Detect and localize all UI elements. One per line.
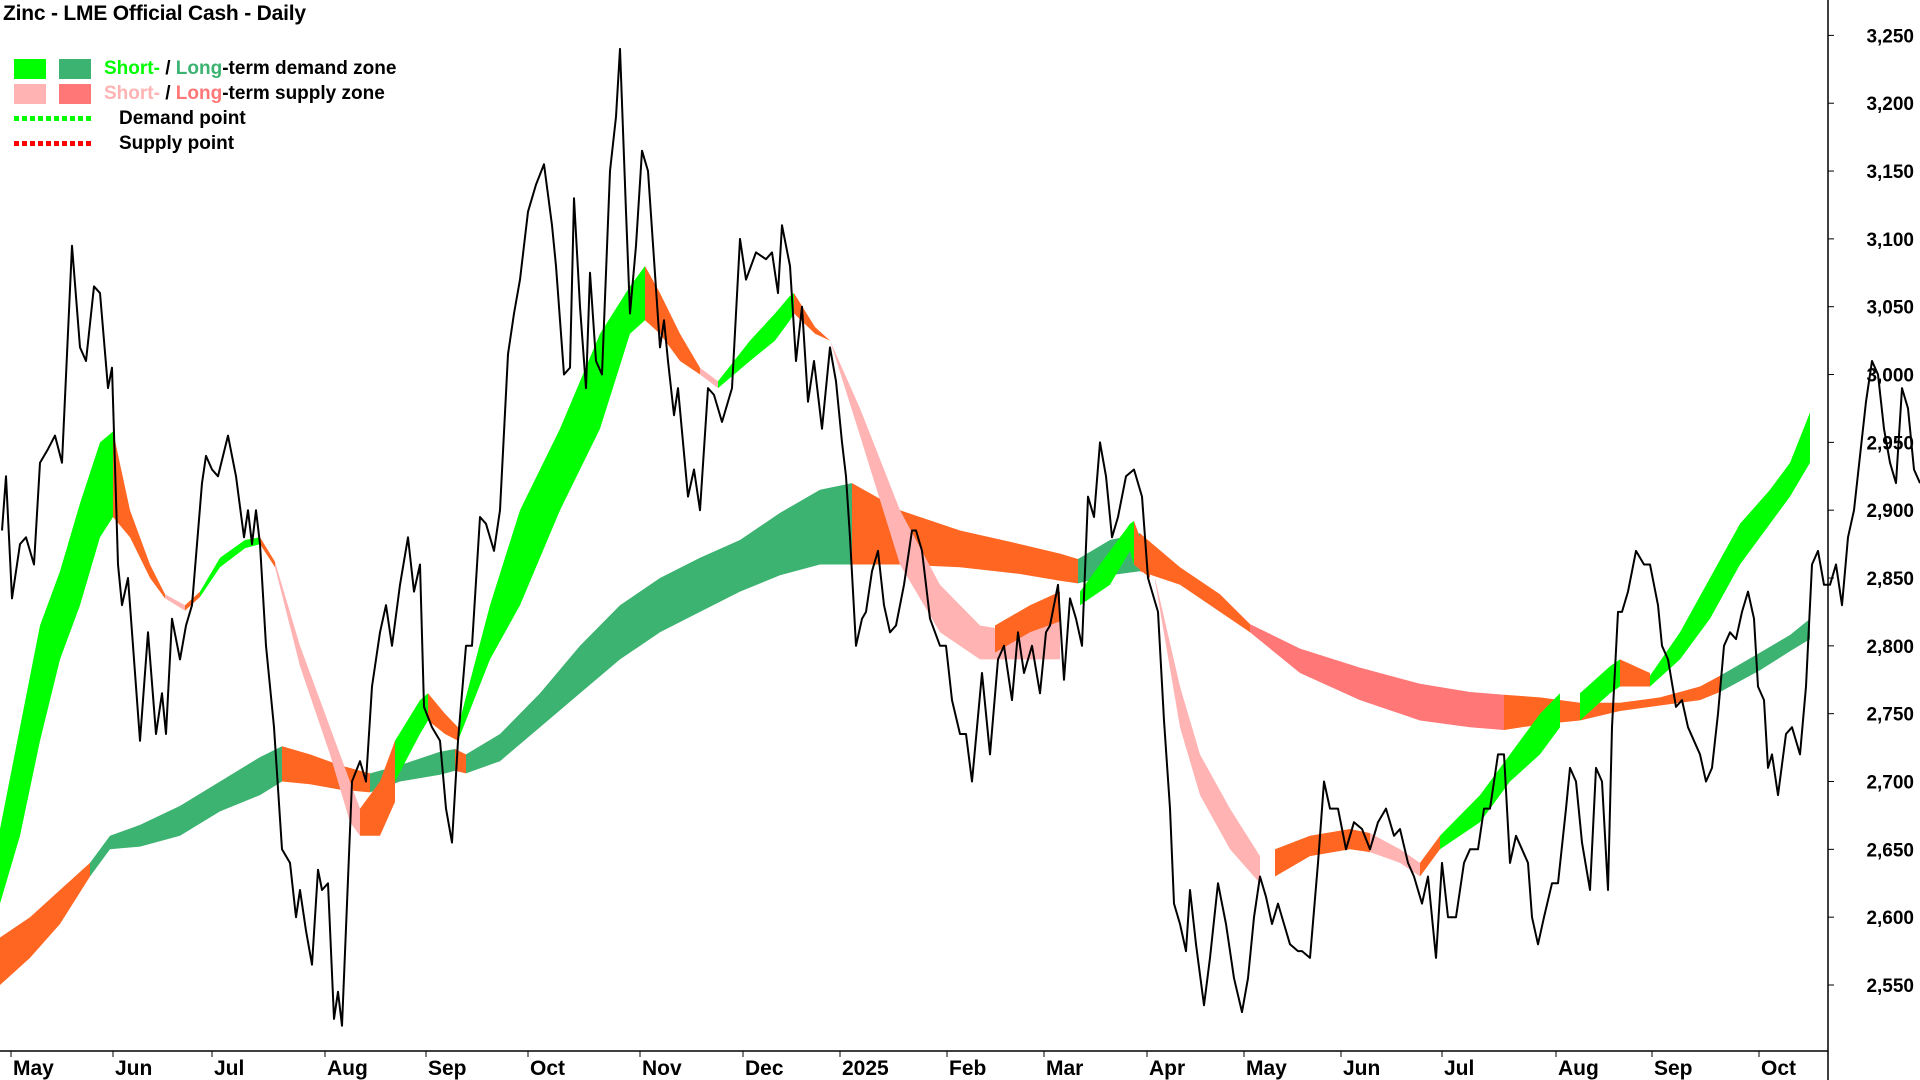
zone-short-demand — [1580, 659, 1620, 721]
zone-transition — [113, 431, 165, 599]
x-tick-label: Jun — [1343, 1057, 1380, 1080]
legend-demand-point: Demand point — [14, 106, 396, 131]
y-tick-label: 3,250 — [1866, 26, 1914, 47]
zone-short-demand — [1650, 412, 1810, 687]
x-tick-label: Jun — [115, 1057, 152, 1080]
y-tick-label: 3,050 — [1866, 298, 1914, 319]
legend-slash-text: / — [159, 57, 176, 79]
legend-suffix-text: -term supply zone — [222, 82, 385, 104]
zone-short-supply — [700, 367, 718, 389]
zone-transition — [260, 537, 275, 568]
zone-short-supply — [1370, 833, 1420, 877]
legend-demand-zone: Short- / Long-term demand zone — [14, 56, 396, 81]
zone-short-demand — [458, 266, 645, 741]
y-tick-label: 2,650 — [1866, 840, 1914, 861]
x-tick-label: Jul — [1444, 1057, 1474, 1080]
zone-short-demand — [0, 431, 113, 904]
y-tick-label: 2,550 — [1866, 976, 1914, 997]
legend-demand-point-label: Demand point — [119, 107, 246, 129]
zone-transition — [428, 693, 458, 741]
zone-transition — [360, 740, 395, 836]
zone-short-supply — [165, 594, 185, 611]
zone-transition — [645, 266, 700, 375]
x-axis-ticks: May Jun Jul Aug Sep Oct Nov Dec 2025 Feb Mar Apr May… — [10, 1051, 1796, 1080]
zone-short-supply — [275, 561, 360, 836]
y-tick-label: 2,750 — [1866, 705, 1914, 726]
zone-long-demand — [90, 746, 282, 877]
chart-title: Zinc - LME Official Cash - Daily — [3, 2, 306, 25]
legend-suffix-text: -term demand zone — [222, 57, 397, 79]
zone-bands — [0, 266, 1810, 985]
x-tick-label: Apr — [1149, 1057, 1185, 1080]
short-demand-swatch — [14, 58, 46, 79]
zone-transition — [0, 862, 90, 985]
y-tick-label: 3,000 — [1866, 366, 1914, 387]
x-tick-label: Dec — [745, 1057, 784, 1080]
legend-supply-point: Supply point — [14, 131, 396, 156]
legend-short-text: Short- — [104, 57, 160, 79]
zone-transition — [1140, 533, 1250, 633]
zone-transition — [995, 591, 1060, 653]
x-tick-label: Sep — [1654, 1057, 1693, 1080]
x-tick-label: May — [1246, 1057, 1287, 1080]
legend-long-text: Long — [175, 57, 223, 79]
short-supply-swatch — [14, 83, 46, 104]
x-tick-label: 2025 — [842, 1057, 889, 1080]
zone-transition — [1420, 835, 1440, 877]
y-tick-label: 3,100 — [1866, 230, 1914, 251]
legend-short-text: Short- — [104, 82, 160, 104]
y-tick-label: 2,800 — [1866, 637, 1914, 658]
x-tick-label: Oct — [530, 1057, 565, 1080]
x-tick-label: Jul — [214, 1057, 244, 1080]
zone-long-demand — [466, 483, 852, 774]
demand-point-dotted-line-icon — [14, 116, 91, 121]
supply-point-dotted-line-icon — [14, 141, 91, 146]
y-tick-label: 2,850 — [1866, 569, 1914, 590]
zone-short-demand — [1080, 521, 1134, 606]
price-line — [1, 47, 1920, 1027]
zone-short-demand — [718, 293, 794, 389]
long-supply-swatch — [59, 83, 91, 104]
zone-short-demand — [1440, 693, 1560, 850]
y-tick-label: 2,700 — [1866, 773, 1914, 794]
zone-short-demand — [200, 537, 260, 597]
x-tick-label: May — [13, 1057, 54, 1080]
y-axis-ticks: 2,550 2,600 2,650 2,700 2,750 2,800 2,850 2,900… — [1828, 26, 1914, 997]
legend-slash-text: / — [159, 82, 176, 104]
zone-short-demand — [395, 693, 428, 782]
x-tick-label: Nov — [642, 1057, 682, 1080]
x-tick-label: Oct — [1761, 1057, 1796, 1080]
y-tick-label: 2,600 — [1866, 908, 1914, 929]
legend-supply-zone: Short- / Long-term supply zone — [14, 81, 396, 106]
zone-transition — [1620, 659, 1650, 687]
x-tick-label: Aug — [327, 1057, 368, 1080]
x-tick-label: Aug — [1558, 1057, 1599, 1080]
legend-supply-point-label: Supply point — [119, 132, 235, 154]
y-tick-label: 2,900 — [1866, 501, 1914, 522]
y-tick-label: 2,950 — [1866, 433, 1914, 454]
zone-transition — [1275, 829, 1370, 877]
zone-short-supply — [1155, 578, 1260, 884]
long-demand-swatch — [59, 58, 91, 79]
legend: Short- / Long-term demand zone Short- / … — [14, 56, 396, 156]
x-tick-label: Sep — [428, 1057, 467, 1080]
x-tick-label: Mar — [1046, 1057, 1083, 1080]
zone-long-demand — [1720, 618, 1810, 692]
zone-long-supply — [1250, 624, 1504, 730]
legend-long-text: Long — [175, 82, 223, 104]
y-tick-label: 3,200 — [1866, 94, 1914, 115]
y-tick-label: 3,150 — [1866, 162, 1914, 183]
x-tick-label: Feb — [949, 1057, 986, 1080]
legend-demand-zone-label: Short- / Long-term demand zone — [104, 58, 396, 80]
legend-supply-zone-label: Short- / Long-term supply zone — [104, 83, 385, 105]
